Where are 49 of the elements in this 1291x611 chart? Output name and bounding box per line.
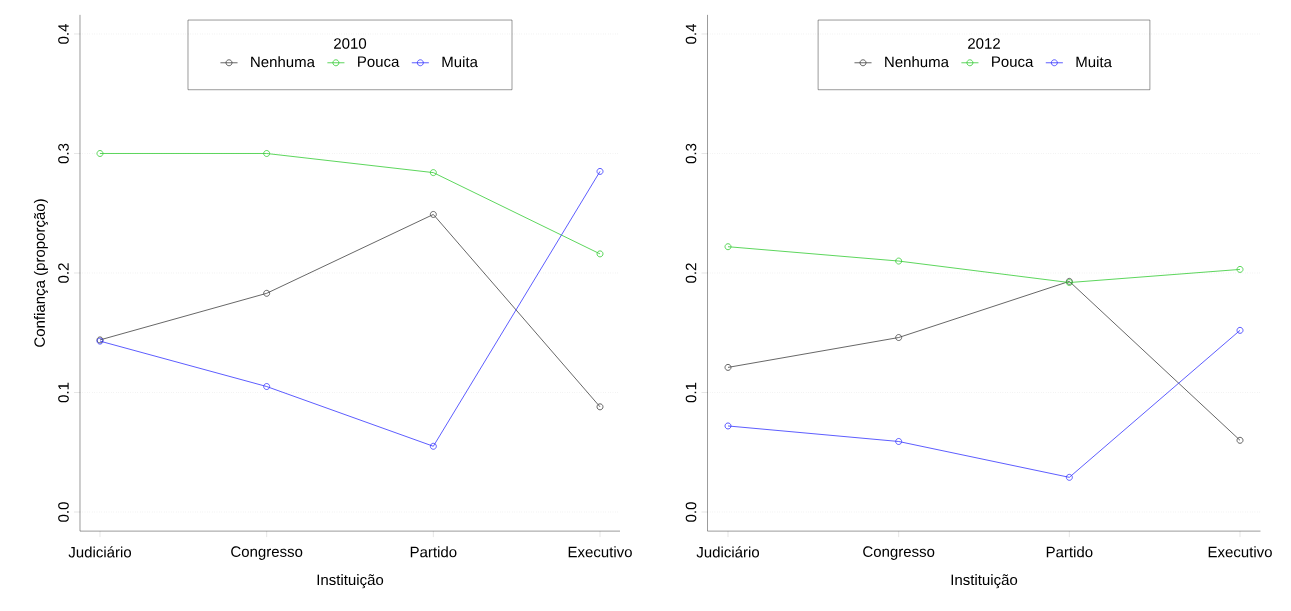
point <box>429 442 437 450</box>
legend-title: 2012 <box>968 38 1000 49</box>
legend-label: Muita <box>1076 56 1112 68</box>
point <box>895 257 903 265</box>
y-tick-label: 0.2 <box>685 263 697 283</box>
x-axis-title: Instituição <box>317 574 384 589</box>
point <box>1065 473 1073 481</box>
x-axis-title: Instituição <box>951 574 1018 589</box>
legend-label: Muita <box>442 56 478 68</box>
point <box>429 169 437 177</box>
x-tick-label: Congresso <box>231 546 303 560</box>
legend-label: Nenhuma <box>885 56 949 68</box>
legend-label: Nenhuma <box>251 56 315 68</box>
y-tick-label: 0.4 <box>685 24 697 44</box>
point <box>1236 326 1244 334</box>
point <box>429 211 437 218</box>
point <box>263 383 271 390</box>
x-tick-label: Judiciário <box>696 546 760 558</box>
x-tick-label: Executivo <box>568 546 632 558</box>
point <box>263 289 271 297</box>
y-tick-label: 0.4 <box>58 24 69 44</box>
point <box>596 403 604 411</box>
point <box>724 422 732 430</box>
x-tick-label: Judiciário <box>68 546 132 558</box>
legend-label: Pouca <box>992 56 1034 67</box>
y-tick-label: 0.3 <box>58 143 69 164</box>
point <box>724 364 732 371</box>
point <box>1236 436 1244 444</box>
y-tick-label: 0.0 <box>685 502 697 522</box>
y-tick-label: 0.0 <box>58 502 69 522</box>
legend-label: Pouca <box>358 56 400 67</box>
y-tick-label: 0.2 <box>58 263 69 283</box>
x-tick-label: Partido <box>410 546 457 558</box>
point <box>1236 266 1244 273</box>
point <box>895 334 903 341</box>
point <box>724 243 732 251</box>
x-tick-label: Partido <box>1046 546 1093 558</box>
y-tick-label: 0.1 <box>58 382 69 403</box>
point <box>596 250 604 258</box>
y-tick-label: 0.1 <box>685 382 697 403</box>
x-tick-label: Congresso <box>863 546 935 560</box>
y-tick-label: 0.3 <box>685 143 697 164</box>
legend-title: 2010 <box>334 38 367 49</box>
x-tick-label: Executivo <box>1208 546 1272 558</box>
point <box>895 438 903 445</box>
point <box>263 150 271 157</box>
y-axis-title: Confiança (proporção) <box>33 199 48 347</box>
point <box>96 150 104 157</box>
point <box>596 168 604 175</box>
